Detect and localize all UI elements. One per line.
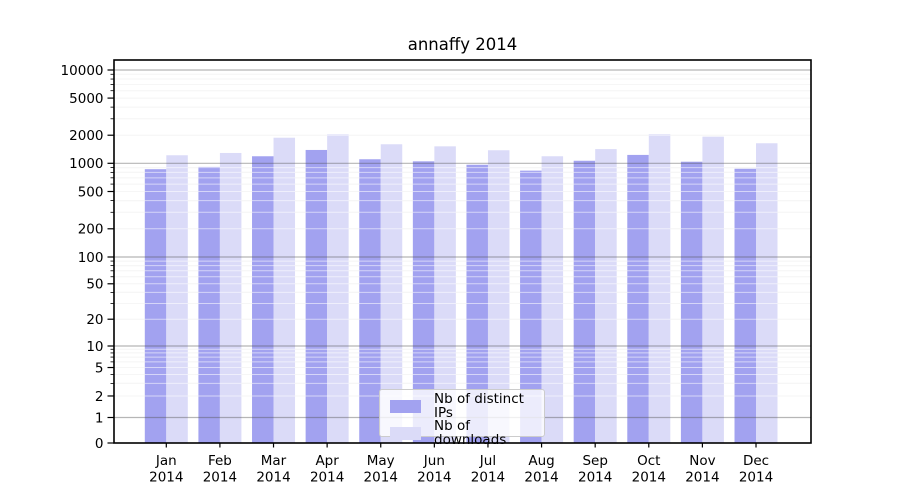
bar-downloads-may <box>380 144 403 443</box>
y-tick-label: 50 <box>86 277 103 293</box>
y-tick-label: 500 <box>78 184 104 200</box>
bar-downloads-oct <box>648 134 671 443</box>
legend: Nb of distinct IPs Nb of downloads <box>379 389 545 446</box>
y-tick-label: 5 <box>95 360 104 376</box>
y-tick-label: 100 <box>78 250 104 266</box>
y-tick-label: 1000 <box>69 156 103 172</box>
bar-downloads-sep <box>595 149 617 443</box>
bar-downloads-nov <box>702 136 724 443</box>
x-tick-label: Sep 2014 <box>578 453 612 486</box>
bar-distinct-ips-nov <box>680 161 703 443</box>
bar-downloads-feb <box>219 152 242 443</box>
x-tick-label: Feb 2014 <box>203 453 237 486</box>
y-tick-label: 10 <box>86 339 103 355</box>
y-tick-label: 20 <box>86 312 103 328</box>
x-tick-label: Jan 2014 <box>149 453 183 486</box>
y-tick-label: 2000 <box>69 128 103 144</box>
x-tick-label: Apr 2014 <box>310 453 344 486</box>
x-tick-label: Oct 2014 <box>632 453 666 486</box>
legend-swatch-downloads <box>390 427 421 440</box>
y-tick-label: 1 <box>95 410 104 426</box>
bar-downloads-dec <box>756 143 778 443</box>
bar-downloads-jan <box>166 155 188 444</box>
x-tick-label: Aug 2014 <box>524 453 558 486</box>
bar-distinct-ips-feb <box>198 166 220 443</box>
x-tick-label: Jul 2014 <box>471 453 505 486</box>
bar-distinct-ips-sep <box>573 160 596 443</box>
y-tick-label: 2 <box>95 389 104 405</box>
bar-distinct-ips-oct <box>627 154 649 443</box>
bar-downloads-aug <box>541 156 564 443</box>
y-tick-label: 5000 <box>69 91 103 107</box>
legend-item-distinct-ips: Nb of distinct IPs <box>390 391 536 421</box>
bar-distinct-ips-dec <box>734 168 757 444</box>
x-tick-label: May 2014 <box>364 453 398 486</box>
bar-distinct-ips-may <box>359 159 381 443</box>
x-tick-label: Mar 2014 <box>256 453 290 486</box>
bar-downloads-jul <box>487 150 510 444</box>
bar-downloads-apr <box>327 134 349 443</box>
y-tick-label: 200 <box>78 222 104 238</box>
legend-item-downloads: Nb of downloads <box>390 418 536 448</box>
x-tick-label: Jun 2014 <box>417 453 451 486</box>
bar-downloads-jun <box>434 146 456 444</box>
bar-downloads-mar <box>273 137 296 443</box>
x-tick-label: Dec 2014 <box>739 453 773 486</box>
bar-distinct-ips-apr <box>305 149 328 443</box>
legend-label-downloads: Nb of downloads <box>434 418 507 448</box>
bar-distinct-ips-mar <box>252 156 274 443</box>
y-tick-label: 0 <box>95 436 104 452</box>
y-tick-label: 10000 <box>61 63 104 79</box>
x-tick-label: Nov 2014 <box>685 453 719 486</box>
plot-border <box>113 59 812 444</box>
legend-swatch-distinct-ips <box>390 400 421 413</box>
bar-distinct-ips-jun <box>412 161 435 443</box>
chart-title: annaffy 2014 <box>407 35 518 54</box>
legend-label-distinct-ips: Nb of distinct IPs <box>434 391 524 421</box>
bar-distinct-ips-jan <box>144 169 167 443</box>
